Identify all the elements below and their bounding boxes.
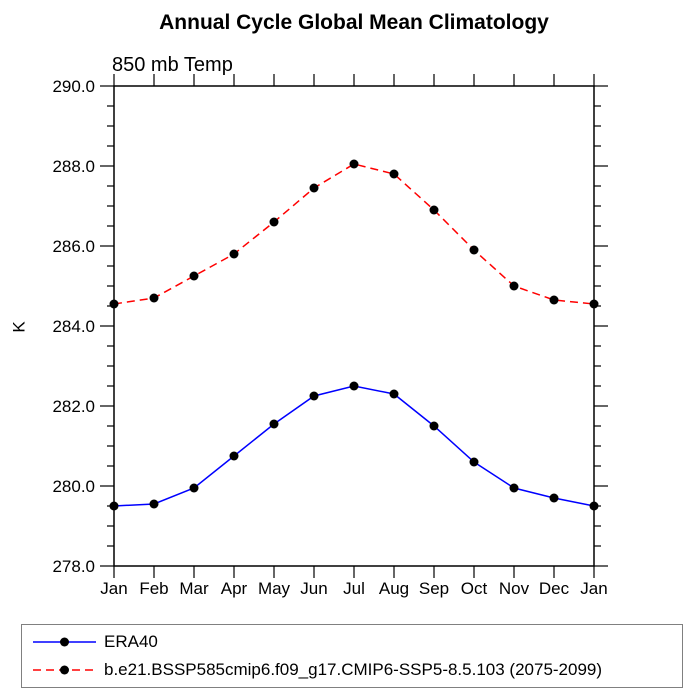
x-tick-label: Feb: [139, 579, 168, 598]
data-point-marker: [109, 501, 119, 511]
x-tick-label: May: [258, 579, 291, 598]
data-point-marker: [469, 457, 479, 467]
data-point-marker: [589, 501, 599, 511]
legend: ERA40 b.e21.BSSP585cmip6.f09_g17.CMIP6-SS…: [21, 624, 683, 688]
y-tick-label: 286.0: [52, 237, 95, 256]
data-point-marker: [149, 293, 159, 303]
data-point-marker: [189, 483, 199, 493]
data-point-marker: [549, 493, 559, 503]
x-tick-label: Jul: [343, 579, 365, 598]
data-point-marker: [309, 391, 319, 401]
legend-item: b.e21.BSSP585cmip6.f09_g17.CMIP6-SSP5-8.…: [33, 658, 682, 682]
data-point-marker: [309, 183, 319, 193]
data-point-marker: [389, 389, 399, 399]
data-point-marker: [149, 499, 159, 509]
plot-frame: [113, 85, 595, 567]
x-tick-label: Jan: [100, 579, 127, 598]
x-tick-label: Nov: [499, 579, 530, 598]
series-line-era40: [113, 385, 595, 507]
data-point-marker: [509, 281, 519, 291]
data-point-marker: [269, 217, 279, 227]
legend-line-sample: [33, 665, 96, 675]
x-tick-label: Mar: [179, 579, 209, 598]
data-point-marker: [429, 421, 439, 431]
chart-subtitle: 850 mb Temp: [112, 54, 233, 76]
data-point-marker: [389, 169, 399, 179]
data-point-marker: [429, 205, 439, 215]
legend-item: ERA40: [33, 630, 682, 654]
data-point-marker: [229, 249, 239, 259]
series-line-model: [113, 163, 595, 305]
legend-label: ERA40: [104, 631, 158, 651]
data-point-marker: [509, 483, 519, 493]
y-tick-label: 284.0: [52, 317, 95, 336]
x-tick-label: Dec: [539, 579, 570, 598]
legend-line-sample: [33, 637, 96, 647]
y-tick-label: 280.0: [52, 477, 95, 496]
chart-title: Annual Cycle Global Mean Climatology: [159, 11, 549, 34]
data-point-marker: [469, 245, 479, 255]
legend-label: b.e21.BSSP585cmip6.f09_g17.CMIP6-SSP5-8.…: [104, 660, 603, 680]
data-point-marker: [109, 299, 119, 309]
data-point-marker: [549, 295, 559, 305]
data-point-marker: [189, 271, 199, 281]
x-tick-label: Jan: [580, 579, 607, 598]
data-point-marker: [349, 381, 359, 391]
data-point-marker: [269, 419, 279, 429]
plot-area: Jan Feb Mar Apr May Jun Jul Aug Sep Oct Nov Dec Jan 2…: [52, 74, 608, 598]
x-tick-label: Sep: [419, 579, 449, 598]
legend-marker: [60, 637, 69, 647]
y-tick-label: 290.0: [52, 77, 95, 96]
legend-marker: [60, 665, 69, 675]
y-tick-label: 288.0: [52, 157, 95, 176]
x-tick-label: Oct: [461, 579, 488, 598]
data-point-marker: [589, 299, 599, 309]
x-tick-label: Jun: [300, 579, 327, 598]
x-tick-label: Apr: [221, 579, 248, 598]
data-point-marker: [349, 159, 359, 169]
y-tick-label: 278.0: [52, 557, 95, 576]
data-point-marker: [229, 451, 239, 461]
y-tick-label: 282.0: [52, 397, 95, 416]
x-tick-label: Aug: [379, 579, 409, 598]
